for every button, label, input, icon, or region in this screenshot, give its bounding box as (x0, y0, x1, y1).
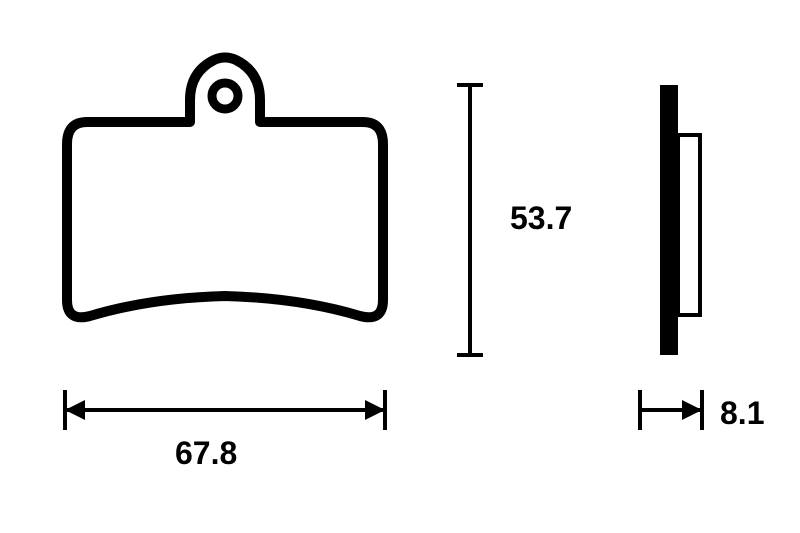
arrow-right (365, 400, 385, 420)
label-width: 67.8 (175, 435, 237, 472)
arrow-thickness-right (682, 400, 702, 420)
label-thickness: 8.1 (720, 395, 764, 432)
pad-material (678, 135, 700, 315)
technical-drawing (0, 0, 800, 533)
side-view (660, 85, 700, 355)
dim-width (65, 390, 385, 430)
mounting-hole (212, 83, 238, 109)
label-height: 53.7 (510, 200, 572, 237)
arrow-left (65, 400, 85, 420)
dim-height (457, 85, 483, 355)
front-view (67, 58, 383, 318)
brake-pad-outline (67, 58, 383, 318)
dim-thickness (640, 390, 702, 430)
backing-plate (660, 85, 678, 355)
